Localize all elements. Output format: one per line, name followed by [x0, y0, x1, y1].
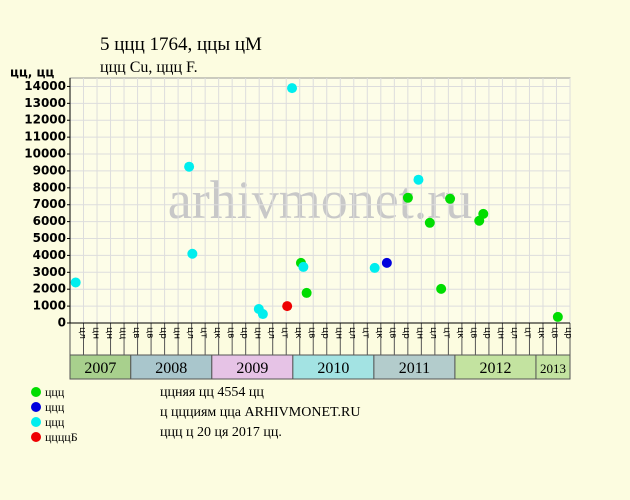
- period-label: цв: [225, 327, 235, 338]
- point: [287, 83, 298, 94]
- period-label: цц: [117, 327, 127, 339]
- legend-marker: [31, 402, 41, 412]
- y-axis-label: цц, цц: [10, 66, 54, 80]
- year-label: 2009: [236, 360, 268, 377]
- legend-marker: [31, 432, 41, 442]
- y-tick-label: 7000: [33, 197, 66, 211]
- period-label: цл: [509, 327, 519, 339]
- point: [424, 217, 435, 228]
- legend-label: ццц: [45, 415, 65, 429]
- y-tick-label: 3000: [33, 265, 66, 279]
- period-label: цт: [279, 327, 289, 338]
- year-label: 2012: [479, 360, 511, 377]
- period-label: цв: [144, 327, 154, 338]
- year-label: 2011: [399, 360, 430, 377]
- y-tick-label: 1000: [33, 299, 66, 313]
- point: [184, 161, 195, 172]
- y-tick-label: 14000: [24, 79, 66, 93]
- year-label: 2010: [317, 360, 349, 377]
- point: [70, 277, 81, 288]
- year-band: [373, 354, 456, 380]
- period-label: цн: [415, 327, 425, 339]
- chart-subtitle: ццц Cu, ццц F.: [100, 59, 198, 76]
- period-label: цв: [306, 327, 316, 338]
- year-label: 2007: [84, 360, 116, 377]
- period-label: цл: [266, 327, 276, 339]
- point: [369, 262, 380, 273]
- period-label: цв: [131, 327, 141, 338]
- period-label: цл: [77, 327, 87, 339]
- period-label: цр: [239, 327, 249, 339]
- period-label: цл: [347, 327, 357, 339]
- y-tick-label: 5000: [33, 231, 66, 245]
- period-label: цв: [550, 327, 560, 338]
- period-label: цк: [212, 327, 222, 339]
- year-band: [535, 354, 571, 380]
- year-band: [69, 354, 132, 380]
- point: [187, 248, 198, 259]
- y-tick-label: 11000: [24, 130, 66, 144]
- y-tick-label: 12000: [24, 113, 66, 127]
- period-label: цт: [198, 327, 208, 338]
- y-tick-label: 4000: [33, 248, 66, 262]
- legend-label: ццц: [45, 400, 65, 414]
- period-label: цн: [496, 327, 506, 339]
- period-label: цн: [171, 327, 181, 339]
- period-label: цт: [442, 327, 452, 338]
- point: [257, 309, 268, 320]
- year-label: 2013: [540, 361, 566, 376]
- chart-title: 5 ццц 1764, ццы цМ: [100, 34, 262, 55]
- period-label: цр: [320, 327, 330, 339]
- y-tick-label: 13000: [24, 96, 66, 110]
- period-label: цт: [523, 327, 533, 338]
- note: ццняя цц 4554 цц: [160, 385, 264, 400]
- legend-marker: [31, 417, 41, 427]
- period-label: цк: [293, 327, 303, 339]
- year-label: 2008: [155, 360, 187, 377]
- period-label: цк: [455, 327, 465, 339]
- period-label: цн: [334, 327, 344, 339]
- point: [282, 301, 293, 312]
- point: [436, 283, 447, 294]
- note: ццц ц 20 ця 2017 цц.: [160, 425, 282, 440]
- legend-label: ццццБ: [45, 430, 78, 444]
- y-tick-label: 6000: [33, 214, 66, 228]
- period-label: цн: [104, 327, 114, 339]
- year-band: [211, 354, 294, 380]
- point: [298, 261, 309, 272]
- legend-label: ццц: [45, 385, 65, 399]
- period-label: цк: [374, 327, 384, 339]
- point: [413, 174, 424, 185]
- plot-area: [69, 77, 571, 324]
- y-tick-label: 10000: [24, 147, 66, 161]
- point: [478, 208, 489, 219]
- period-label: цн: [252, 327, 262, 339]
- period-label: цт: [361, 327, 371, 338]
- period-label: цр: [563, 327, 573, 339]
- period-label: цв: [469, 327, 479, 338]
- period-label: цр: [158, 327, 168, 339]
- legend-marker: [31, 387, 41, 397]
- y-tick-label: 0: [58, 316, 66, 330]
- period-label: цл: [185, 327, 195, 339]
- y-tick-label: 2000: [33, 282, 66, 296]
- y-tick-label: 8000: [33, 180, 66, 194]
- period-label: цк: [536, 327, 546, 339]
- period-label: цр: [401, 327, 411, 339]
- note: ц ццциям цца ARHIVMONET.RU: [160, 405, 360, 420]
- point: [552, 311, 563, 322]
- year-band: [292, 354, 375, 380]
- period-label: цл: [428, 327, 438, 339]
- point: [445, 193, 456, 204]
- y-tick-label: 9000: [33, 163, 66, 177]
- point: [301, 287, 312, 298]
- point: [381, 257, 392, 268]
- period-label: цв: [388, 327, 398, 338]
- period-label: цр: [482, 327, 492, 339]
- period-label: цн: [90, 327, 100, 339]
- point: [402, 192, 413, 203]
